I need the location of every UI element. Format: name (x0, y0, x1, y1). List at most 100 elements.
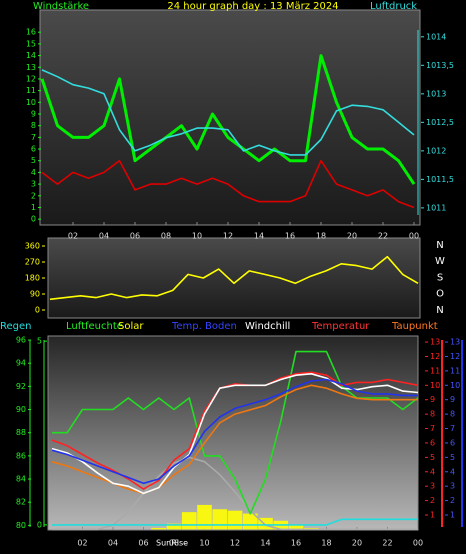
tick-label: 5 (31, 156, 36, 165)
series-line (52, 518, 418, 526)
tick-label: 3 (450, 482, 455, 491)
tick-label: 82 (16, 498, 26, 507)
x-tick-label: 02 (68, 232, 78, 241)
x-tick-label: 22 (378, 232, 388, 241)
x-tick-label: 22 (382, 539, 392, 548)
tick-label: 94 (16, 359, 26, 368)
compass-label: W (435, 256, 445, 267)
tick-label: 3 (430, 482, 435, 491)
legend-label: Temp. Boden (171, 321, 237, 332)
tick-label: 8 (450, 410, 455, 419)
series-line (40, 54, 416, 185)
legend-label: Luftfeuchte (66, 321, 123, 332)
legend-label: Temperatur (311, 321, 370, 332)
x-tick-label: 08 (161, 232, 171, 241)
tick-label: 7 (430, 424, 435, 433)
tick-label: 14 (26, 51, 36, 60)
series-line (51, 373, 419, 495)
tick-label: 8 (31, 121, 36, 130)
tick-label: 9 (430, 395, 435, 404)
x-tick-label: 00 (409, 232, 419, 241)
tick-label: 88 (16, 428, 26, 437)
tick-label: 0 (35, 306, 40, 315)
tick-label: 16 (26, 28, 36, 37)
bar (288, 525, 304, 530)
x-tick-label: 06 (138, 539, 148, 548)
tick-label: 360 (25, 242, 40, 251)
compass-label: N (436, 305, 443, 316)
tick-label: 12 (450, 352, 460, 361)
chart-title: 24 hour graph day : 13 März 2024 (167, 1, 338, 12)
tick-label: 11 (26, 86, 36, 95)
tick-label: 10 (26, 98, 36, 107)
x-tick-label: 20 (347, 232, 357, 241)
x-tick-label: 06 (130, 232, 140, 241)
x-tick-label: 12 (230, 539, 240, 548)
panel-temperature (47, 335, 419, 531)
tick-label: 3 (31, 180, 36, 189)
bar (212, 509, 228, 530)
tick-label: 8 (430, 410, 435, 419)
x-tick-label: 18 (316, 232, 326, 241)
tick-label: 90 (16, 405, 26, 414)
tick-label: 1011,5 (426, 175, 454, 184)
tick-label: 5 (450, 453, 455, 462)
tick-label: 5 (37, 337, 42, 346)
bar (151, 527, 167, 530)
tick-label: 90 (30, 290, 40, 299)
series-line (41, 159, 415, 209)
tick-label: 1013,5 (426, 61, 454, 70)
x-tick-label: 00 (413, 539, 423, 548)
x-tick-label: 14 (254, 232, 264, 241)
x-tick-label: 16 (285, 232, 295, 241)
tick-label: 7 (450, 424, 455, 433)
compass-label: S (437, 272, 443, 283)
tick-label: 11 (430, 366, 440, 375)
tick-label: 270 (25, 258, 40, 267)
tick-label: 2 (450, 496, 455, 505)
tick-label: 86 (16, 451, 26, 460)
tick-label: 4 (31, 168, 36, 177)
x-tick-label: 04 (99, 232, 109, 241)
series-line (51, 371, 419, 490)
tick-label: 6 (31, 145, 36, 154)
tick-label: 7 (31, 133, 36, 142)
tick-label: 13 (26, 63, 36, 72)
x-tick-label: 10 (199, 539, 209, 548)
tick-label: 80 (16, 521, 26, 530)
x-tick-label: 08 (169, 539, 179, 548)
x-tick-label: 04 (108, 539, 118, 548)
bar (227, 510, 243, 530)
tick-label: 13 (430, 338, 440, 347)
bar (181, 512, 197, 530)
tick-label: 4 (450, 467, 455, 476)
x-tick-label: 18 (321, 539, 331, 548)
tick-label: 12 (26, 74, 36, 83)
legend-label: Regen (0, 321, 32, 332)
tick-label: 11 (450, 366, 460, 375)
compass-label: N (436, 240, 443, 251)
x-tick-label: 10 (192, 232, 202, 241)
tick-label: 9 (31, 109, 36, 118)
tick-label: 9 (450, 395, 455, 404)
tick-label: 84 (16, 475, 26, 484)
series-line (49, 255, 419, 301)
panel-wind (39, 9, 421, 226)
series-line (41, 69, 415, 156)
bar (197, 504, 212, 530)
tick-label: 13 (450, 338, 460, 347)
series-line (51, 378, 418, 485)
legend-label: Solar (118, 321, 144, 332)
tick-label: 1011 (426, 203, 446, 212)
y2-axis-title: Luftdruck (370, 1, 417, 12)
x-tick-label: 20 (352, 539, 362, 548)
tick-label: 1012 (426, 146, 446, 155)
x-tick-label: 14 (260, 539, 270, 548)
tick-label: 180 (25, 274, 40, 283)
compass-label: O (436, 289, 444, 300)
x-tick-label: 16 (291, 539, 301, 548)
tick-label: 10 (430, 381, 440, 390)
legend-label: Windchill (245, 321, 290, 332)
tick-label: 2 (31, 191, 36, 200)
